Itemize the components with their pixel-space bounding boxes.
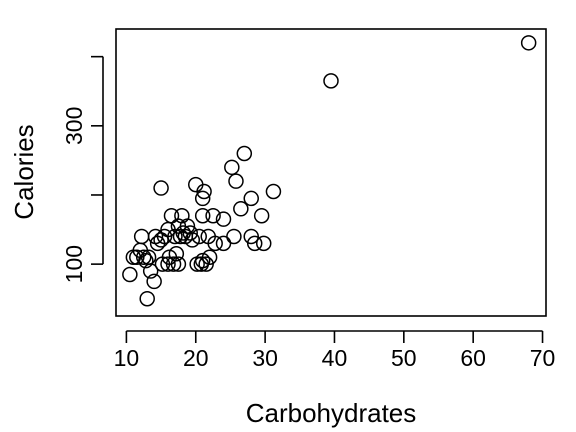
data-point — [122, 266, 138, 283]
data-point — [224, 159, 240, 176]
data-point — [153, 180, 169, 196]
data-point — [520, 35, 537, 51]
data-point — [253, 207, 270, 224]
data-point — [182, 225, 198, 241]
data-point — [170, 256, 187, 272]
data-point — [138, 252, 154, 269]
data-point — [184, 232, 201, 248]
data-point — [255, 235, 272, 252]
data-point — [133, 228, 150, 245]
data-point — [156, 228, 173, 245]
data-point — [207, 235, 223, 252]
data-point — [194, 252, 211, 269]
data-point — [167, 228, 183, 245]
x-axis-title: Carbohydrates — [246, 398, 417, 428]
data-point — [201, 249, 218, 265]
x-tick-label: 20 — [183, 345, 209, 371]
data-point — [146, 273, 162, 290]
data-point — [226, 228, 242, 245]
data-point — [196, 183, 212, 200]
data-point — [168, 246, 185, 262]
y-tick-label: 300 — [61, 107, 87, 145]
x-tick-label: 40 — [322, 345, 348, 371]
data-point — [179, 218, 196, 234]
data-point — [215, 211, 232, 227]
data-point — [243, 228, 259, 245]
y-tick-label: 100 — [61, 245, 87, 283]
data-point — [236, 145, 253, 162]
x-tick-label: 50 — [391, 345, 417, 371]
data-point — [228, 173, 244, 189]
data-point — [265, 183, 282, 200]
data-point — [160, 256, 176, 272]
data-point — [233, 201, 249, 217]
y-axis-title: Calories — [9, 124, 39, 219]
x-tick-label: 10 — [114, 345, 140, 371]
data-point — [194, 190, 211, 207]
y-axis: 100 300 — [61, 55, 104, 283]
data-point — [135, 249, 152, 265]
data-point — [129, 249, 145, 265]
data-point — [165, 256, 182, 272]
x-axis: 10 20 30 40 50 60 70 — [114, 330, 556, 371]
data-point — [198, 256, 214, 272]
data-point — [243, 190, 259, 207]
data-point — [205, 207, 221, 224]
data-point — [142, 263, 159, 279]
data-point — [246, 235, 263, 252]
data-point — [323, 73, 339, 89]
x-tick-label: 70 — [530, 345, 556, 371]
data-points — [122, 35, 537, 307]
data-point — [191, 228, 207, 245]
data-point — [215, 235, 232, 252]
data-point — [194, 207, 211, 224]
data-point — [139, 290, 155, 307]
x-tick-label: 60 — [460, 345, 486, 371]
plot-frame — [115, 28, 547, 317]
x-tick-label: 30 — [252, 345, 278, 371]
